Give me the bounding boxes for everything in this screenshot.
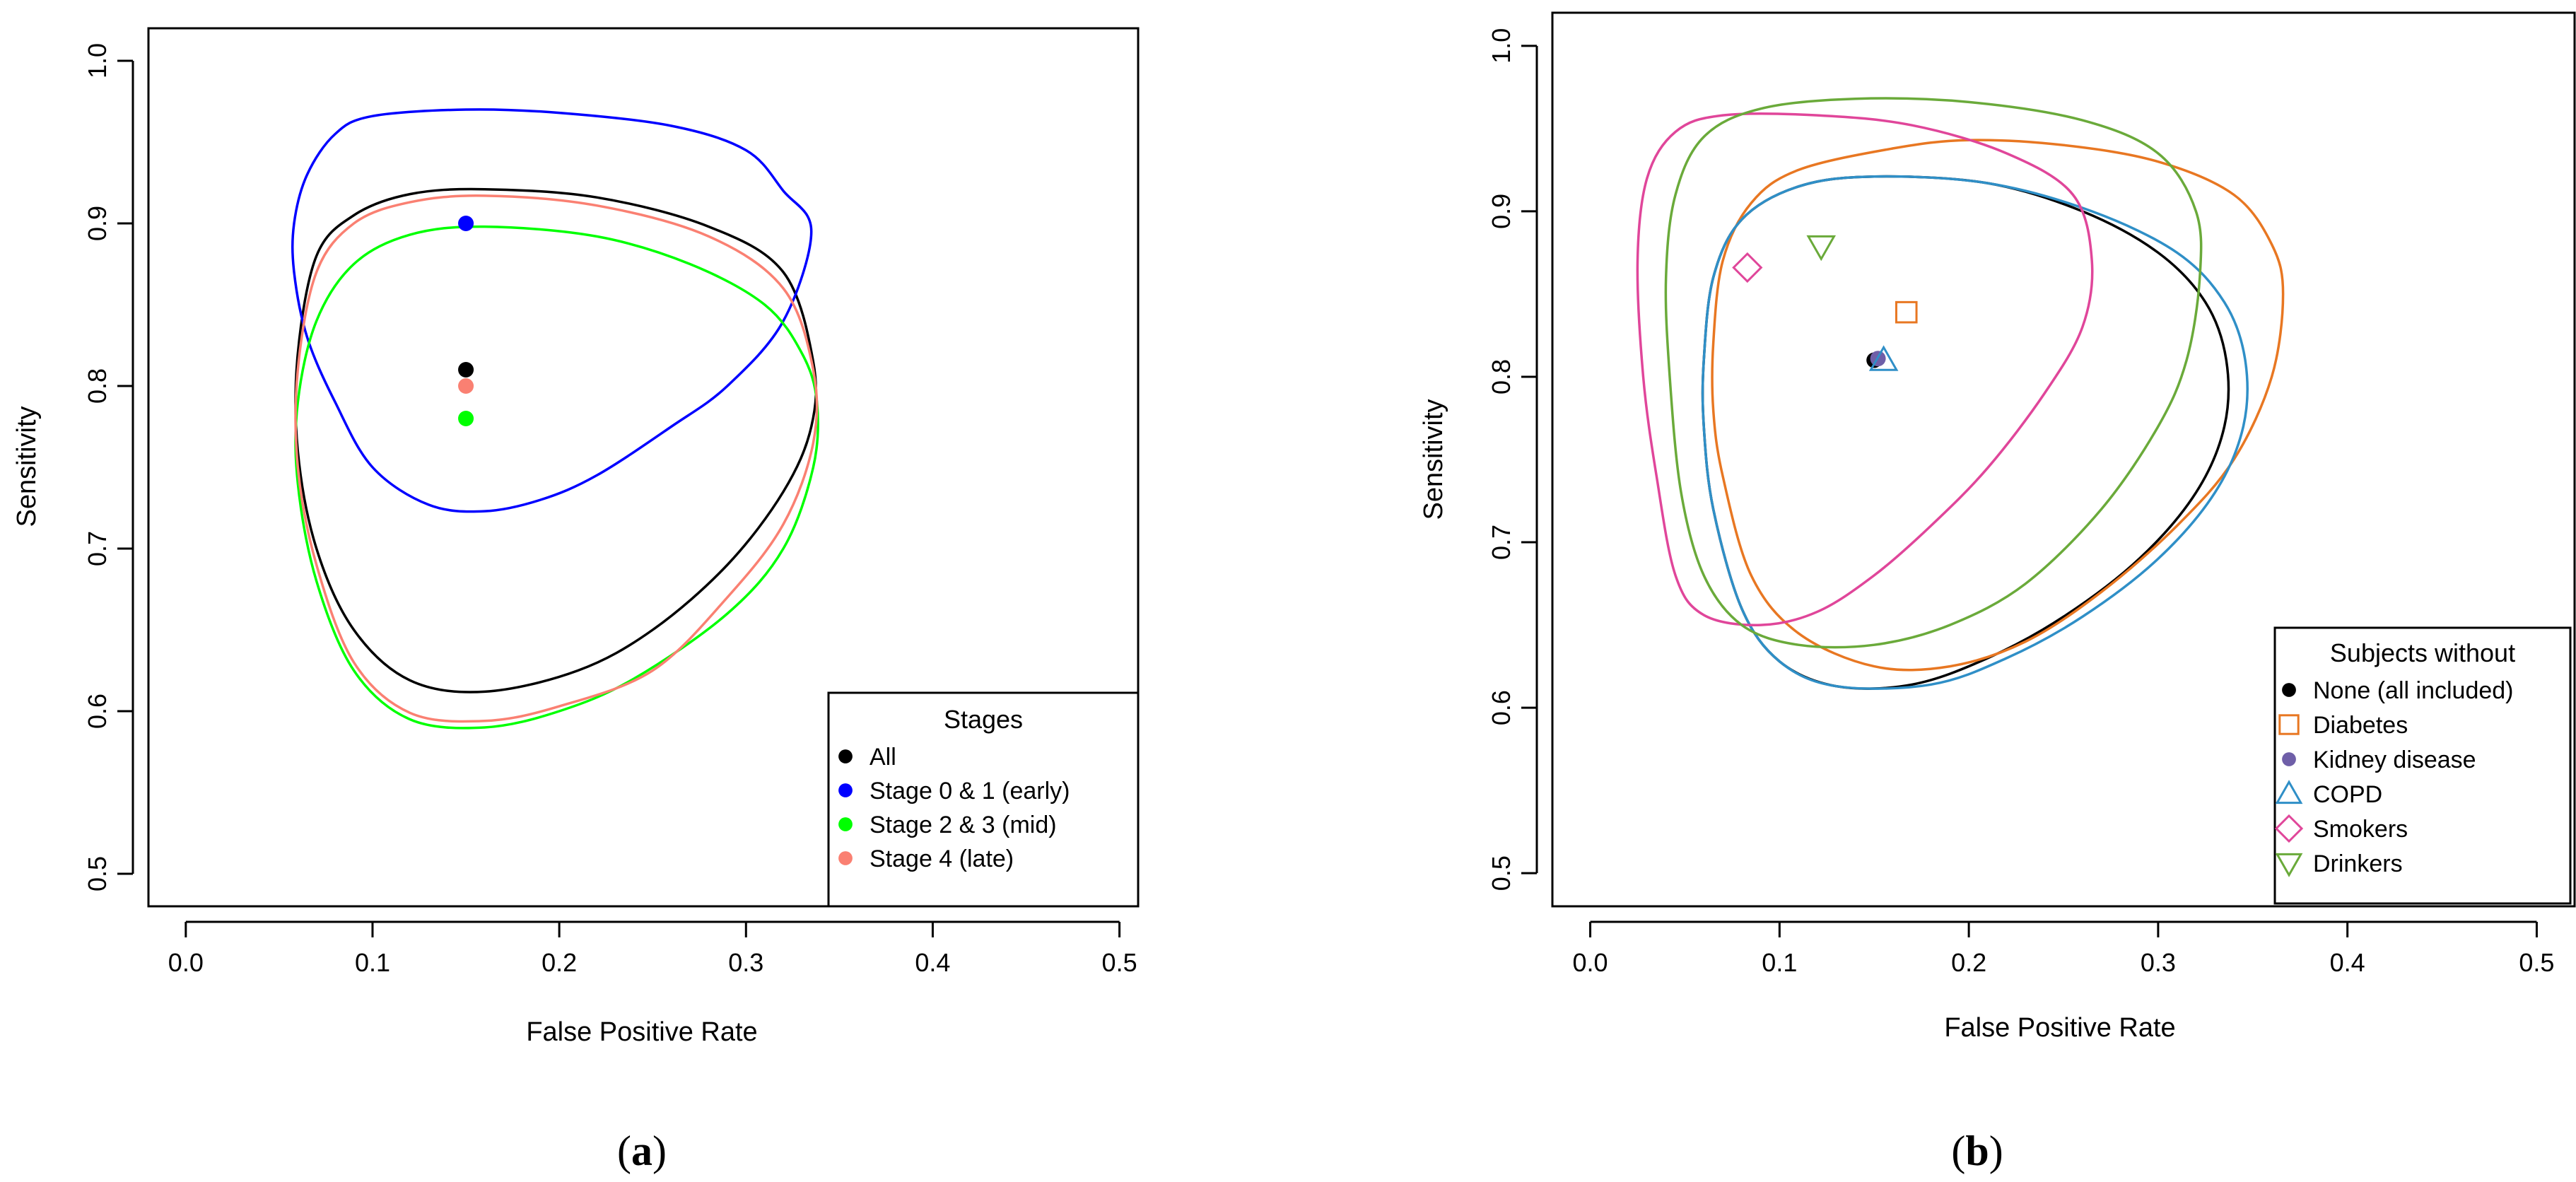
point-stage-0-1-early	[458, 216, 474, 231]
legend-marker-stage-4-late	[838, 851, 853, 865]
x-tick-label-b: 0.5	[2519, 948, 2554, 977]
x-tick-label-b: 0.3	[2141, 948, 2176, 977]
legend-label-stage-4-late: Stage 4 (late)	[870, 845, 1014, 872]
plot-frame-b	[1551, 11, 2576, 908]
axes-a: 0.0 0.1 0.2 0.3 0.4 0.5 0.5 0.6 0.7 0.8 0.9 1.0	[83, 43, 1137, 977]
x-tick-label-b: 0.0	[1573, 948, 1608, 977]
y-tick-label-b: 0.6	[1487, 690, 1516, 725]
x-tick-label-a: 0.1	[355, 948, 390, 977]
legend-marker-stage-2-3-mid	[838, 817, 853, 831]
legend-label-diabetes: Diabetes	[2313, 712, 2408, 739]
region-all	[294, 187, 818, 694]
legend-marker-smokers	[2274, 814, 2304, 843]
point-diabetes	[1895, 300, 1918, 324]
x-tick-label-a: 0.4	[915, 948, 950, 977]
legend-marker-drinkers	[2275, 853, 2303, 877]
legend-label-copd: COPD	[2313, 781, 2382, 808]
legend-label-smokers: Smokers	[2313, 816, 2408, 843]
y-axis-label-b: Sensitivity	[1419, 399, 1448, 520]
y-tick-label-a: 0.7	[83, 531, 112, 566]
panel-caption-b: (b)	[1951, 1128, 2003, 1174]
y-tick-label-b: 1.0	[1487, 28, 1516, 64]
region-stage-2-3-mid	[294, 225, 819, 730]
y-tick-label-b: 0.8	[1487, 359, 1516, 394]
point-all	[458, 362, 474, 378]
x-tick-label-a: 0.3	[728, 948, 763, 977]
legend-marker-none-all-included	[2282, 683, 2296, 697]
region-drinkers	[1664, 97, 2203, 649]
y-axis-label-a: Sensitivity	[12, 406, 42, 527]
region-stage-0-1-early	[291, 108, 813, 513]
legend-marker-copd	[2275, 780, 2303, 804]
panel-b: 0.0 0.1 0.2 0.3 0.4 0.5 0.5 0.6 0.7 0.8 0.9 1.0 Fal…	[1419, 11, 2576, 1174]
legend-marker-all	[838, 749, 853, 763]
legend-label-drinkers: Drinkers	[2313, 850, 2403, 877]
legend-box-b	[2273, 626, 2572, 905]
x-tick-label-a: 0.5	[1102, 948, 1137, 977]
x-axis-label-b: False Positive Rate	[1944, 1013, 2175, 1043]
region-copd	[1701, 175, 2249, 690]
point-drinkers	[1806, 235, 1837, 262]
point-copd	[1868, 345, 1899, 371]
legend-marker-kidney-disease	[2282, 752, 2296, 766]
x-tick-label-b: 0.2	[1951, 948, 1986, 977]
panel-caption-a: (a)	[617, 1128, 667, 1174]
legend-title-a: Stages	[944, 705, 1023, 734]
y-tick-label-a: 0.5	[83, 856, 112, 891]
legend-items-a: All Stage 0 & 1 (early) Stage 2 & 3 (mid) S…	[838, 744, 1070, 872]
point-stage-4-late	[458, 378, 474, 394]
y-tick-label-a: 0.9	[83, 206, 112, 241]
legend-items-b: None (all included) Diabetes Kidney diseas…	[2274, 677, 2514, 877]
legend-label-kidney-disease: Kidney disease	[2313, 747, 2476, 773]
axes-b: 0.0 0.1 0.2 0.3 0.4 0.5 0.5 0.6 0.7 0.8 0.9 1.0	[1487, 28, 2554, 977]
point-smokers	[1732, 252, 1763, 283]
panel-a: 0.0 0.1 0.2 0.3 0.4 0.5 0.5 0.6 0.7 0.8 0.9 1.0 Fal…	[12, 27, 1140, 1174]
confidence-regions-b	[1636, 97, 2285, 690]
y-tick-label-b: 0.7	[1487, 525, 1516, 560]
x-axis-label-a: False Positive Rate	[526, 1017, 757, 1047]
legend-title-b: Subjects without	[2330, 638, 2515, 667]
y-tick-label-b: 0.9	[1487, 194, 1516, 229]
summary-points-a	[458, 216, 474, 426]
y-tick-label-a: 0.8	[83, 368, 112, 404]
x-tick-label-b: 0.4	[2330, 948, 2365, 977]
legend-label-stage-0-1-early: Stage 0 & 1 (early)	[870, 778, 1070, 804]
region-stage-4-late	[294, 194, 819, 723]
legend-label-stage-2-3-mid: Stage 2 & 3 (mid)	[870, 812, 1057, 838]
summary-points-b	[1732, 235, 1918, 371]
legend-label-all: All	[870, 744, 896, 771]
x-tick-label-a: 0.0	[168, 948, 204, 977]
plot-frame-a	[147, 27, 1140, 908]
region-diabetes	[1711, 139, 2285, 672]
legend-box-a	[827, 691, 1140, 908]
point-stage-2-3-mid	[458, 411, 474, 426]
legend-marker-stage-0-1-early	[838, 783, 853, 797]
legend-a: Stages All Stage 0 & 1 (early) Stage 2 & 3…	[827, 691, 1140, 908]
legend-marker-diabetes	[2278, 714, 2300, 735]
legend-label-none-all-included: None (all included)	[2313, 677, 2514, 704]
y-tick-label-a: 1.0	[83, 43, 112, 78]
region-smokers	[1636, 112, 2094, 626]
x-tick-label-b: 0.1	[1762, 948, 1797, 977]
y-tick-label-a: 0.6	[83, 694, 112, 729]
confidence-regions-a	[291, 108, 819, 730]
region-none-all-included	[1701, 175, 2230, 690]
y-tick-label-b: 0.5	[1487, 855, 1516, 891]
legend-b: Subjects without None (all included) Diab…	[2273, 626, 2572, 905]
x-tick-label-a: 0.2	[541, 948, 577, 977]
